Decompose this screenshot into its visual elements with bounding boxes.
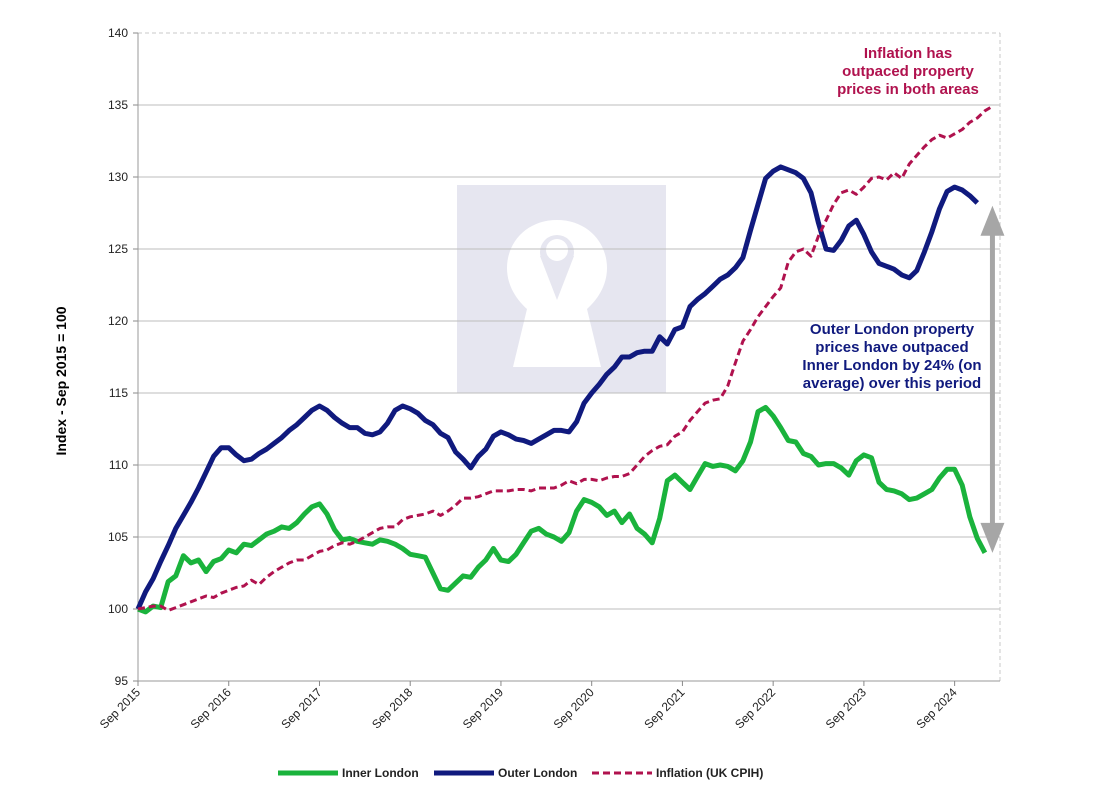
x-tick-label: Sep 2019 (460, 685, 506, 731)
legend: Inner London Outer London Inflation (UK CP… (278, 766, 763, 780)
series-line-inflation-uk-cpih (137, 105, 994, 612)
x-tick-label: Sep 2018 (369, 685, 415, 731)
series-line-inner-london (137, 404, 988, 615)
annotation-line: Inflation has (864, 45, 952, 62)
legend-label: Inner London (342, 766, 419, 780)
legend-item: Inner London (278, 766, 419, 780)
axes (137, 33, 1001, 682)
y-tick-label: 120 (108, 314, 128, 328)
annotation-line: prices in both areas (837, 81, 979, 98)
x-tick-label: Sep 2021 (641, 685, 687, 731)
y-tick-label: 140 (108, 26, 128, 40)
annotation-line: average) over this period (803, 375, 981, 392)
y-tick-label: 130 (108, 170, 128, 184)
legend-label: Inflation (UK CPIH) (656, 766, 763, 780)
legend-item: Outer London (434, 766, 577, 780)
x-tick-label: Sep 2017 (278, 685, 324, 731)
x-tick-labels: Sep 2015 Sep 2016 Sep 2017 Sep 2018 Sep 2019… (97, 681, 960, 731)
series-line-outer-london (135, 164, 980, 611)
annotation-line: Inner London by 24% (on (802, 357, 981, 374)
arrow-head-down (980, 522, 1005, 553)
y-tick-label: 95 (115, 674, 129, 688)
annotation-line: outpaced property (842, 63, 974, 80)
difference-arrow (980, 205, 1005, 553)
arrow-head-up (980, 205, 1005, 236)
x-tick-label: Sep 2023 (823, 685, 869, 731)
legend-item: Inflation (UK CPIH) (592, 766, 763, 780)
y-tick-label: 100 (108, 602, 128, 616)
annotation-line: Outer London property (810, 321, 975, 338)
series-lines (135, 105, 994, 615)
x-tick-label: Sep 2020 (551, 685, 597, 731)
x-tick-label: Sep 2015 (97, 685, 143, 731)
legend-label: Outer London (498, 766, 577, 780)
x-tick-label: Sep 2024 (914, 685, 960, 731)
y-tick-label: 135 (108, 98, 128, 112)
y-axis-label: Index - Sep 2015 = 100 (53, 306, 69, 455)
x-tick-label: Sep 2016 (188, 685, 234, 731)
x-tick-label: Sep 2022 (732, 685, 778, 731)
watermark-logo (457, 185, 666, 393)
y-tick-label: 105 (108, 530, 128, 544)
y-tick-label: 125 (108, 242, 128, 256)
y-tick-label: 115 (109, 386, 128, 400)
annotation-line: prices have outpaced (815, 339, 968, 356)
y-tick-label: 110 (109, 458, 128, 472)
y-tick-labels: 95 100 105 110 115 120 125 130 135 140 (108, 26, 128, 688)
